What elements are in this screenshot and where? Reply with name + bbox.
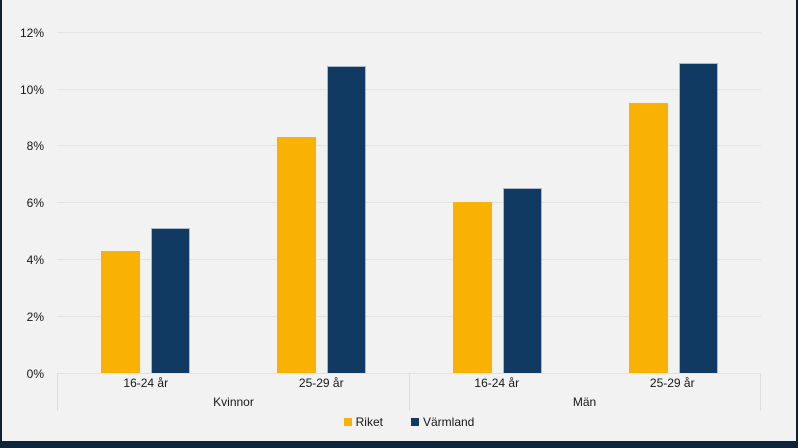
age-label-kvinnor-25-29: 25-29 år <box>298 375 344 390</box>
age-label-män-16-24: 16-24 år <box>474 375 520 390</box>
legend-item-riket: Riket <box>343 415 383 429</box>
group-divider <box>409 373 410 411</box>
gridline-2pct <box>57 316 761 318</box>
y-tick-label-12: 12% <box>19 25 44 40</box>
bar-riket-kvinnor-25-29-år <box>277 137 316 373</box>
legend-label-värmland: Värmland <box>422 415 475 429</box>
plot-area <box>57 0 761 374</box>
y-tick-label-6: 6% <box>26 196 44 211</box>
bar-värmland-män-16-24-år <box>503 188 542 373</box>
y-tick-label-2: 2% <box>26 310 44 325</box>
age-label-kvinnor-16-24: 16-24 år <box>123 375 169 390</box>
group-label-kvinnor: Kvinnor <box>213 394 254 409</box>
y-tick-label-4: 4% <box>26 253 44 268</box>
y-tick-label-10: 10% <box>19 82 44 97</box>
bar-värmland-kvinnor-16-24-år <box>151 228 190 373</box>
gridline-10pct <box>57 88 761 90</box>
gridline-6pct <box>57 202 761 204</box>
y-tick-label-0: 0% <box>26 367 44 381</box>
gridline-12pct <box>57 31 761 33</box>
gridline-8pct <box>57 145 761 147</box>
legend-item-värmland: Värmland <box>410 415 475 429</box>
bar-värmland-män-25-29-år <box>679 63 718 373</box>
legend-label-riket: Riket <box>355 415 383 429</box>
grouped-bar-chart: 0% 2% 4% 6% 8% 10% 12% 16-24 år 25-29 år 16-24 å… <box>2 0 796 441</box>
legend-swatch-riket <box>343 418 352 426</box>
bar-riket-kvinnor-16-24-år <box>101 251 140 373</box>
y-tick-label-8: 8% <box>26 139 44 154</box>
x-axis-labels: 16-24 år 25-29 år 16-24 år 25-29 år Kvinnor… <box>57 373 761 411</box>
age-label-row: 16-24 år 25-29 år 16-24 år 25-29 år <box>58 373 760 392</box>
age-label-män-25-29: 25-29 år <box>649 375 695 390</box>
bar-riket-män-16-24-år <box>453 202 492 373</box>
gridline-4pct <box>57 259 761 261</box>
bar-värmland-kvinnor-25-29-år <box>327 66 366 373</box>
legend: Riket Värmland <box>57 412 761 432</box>
legend-swatch-värmland <box>410 418 419 426</box>
group-label-män: Män <box>572 394 597 409</box>
bar-riket-män-25-29-år <box>629 103 668 373</box>
sex-label-row: Kvinnor Män <box>58 392 760 411</box>
